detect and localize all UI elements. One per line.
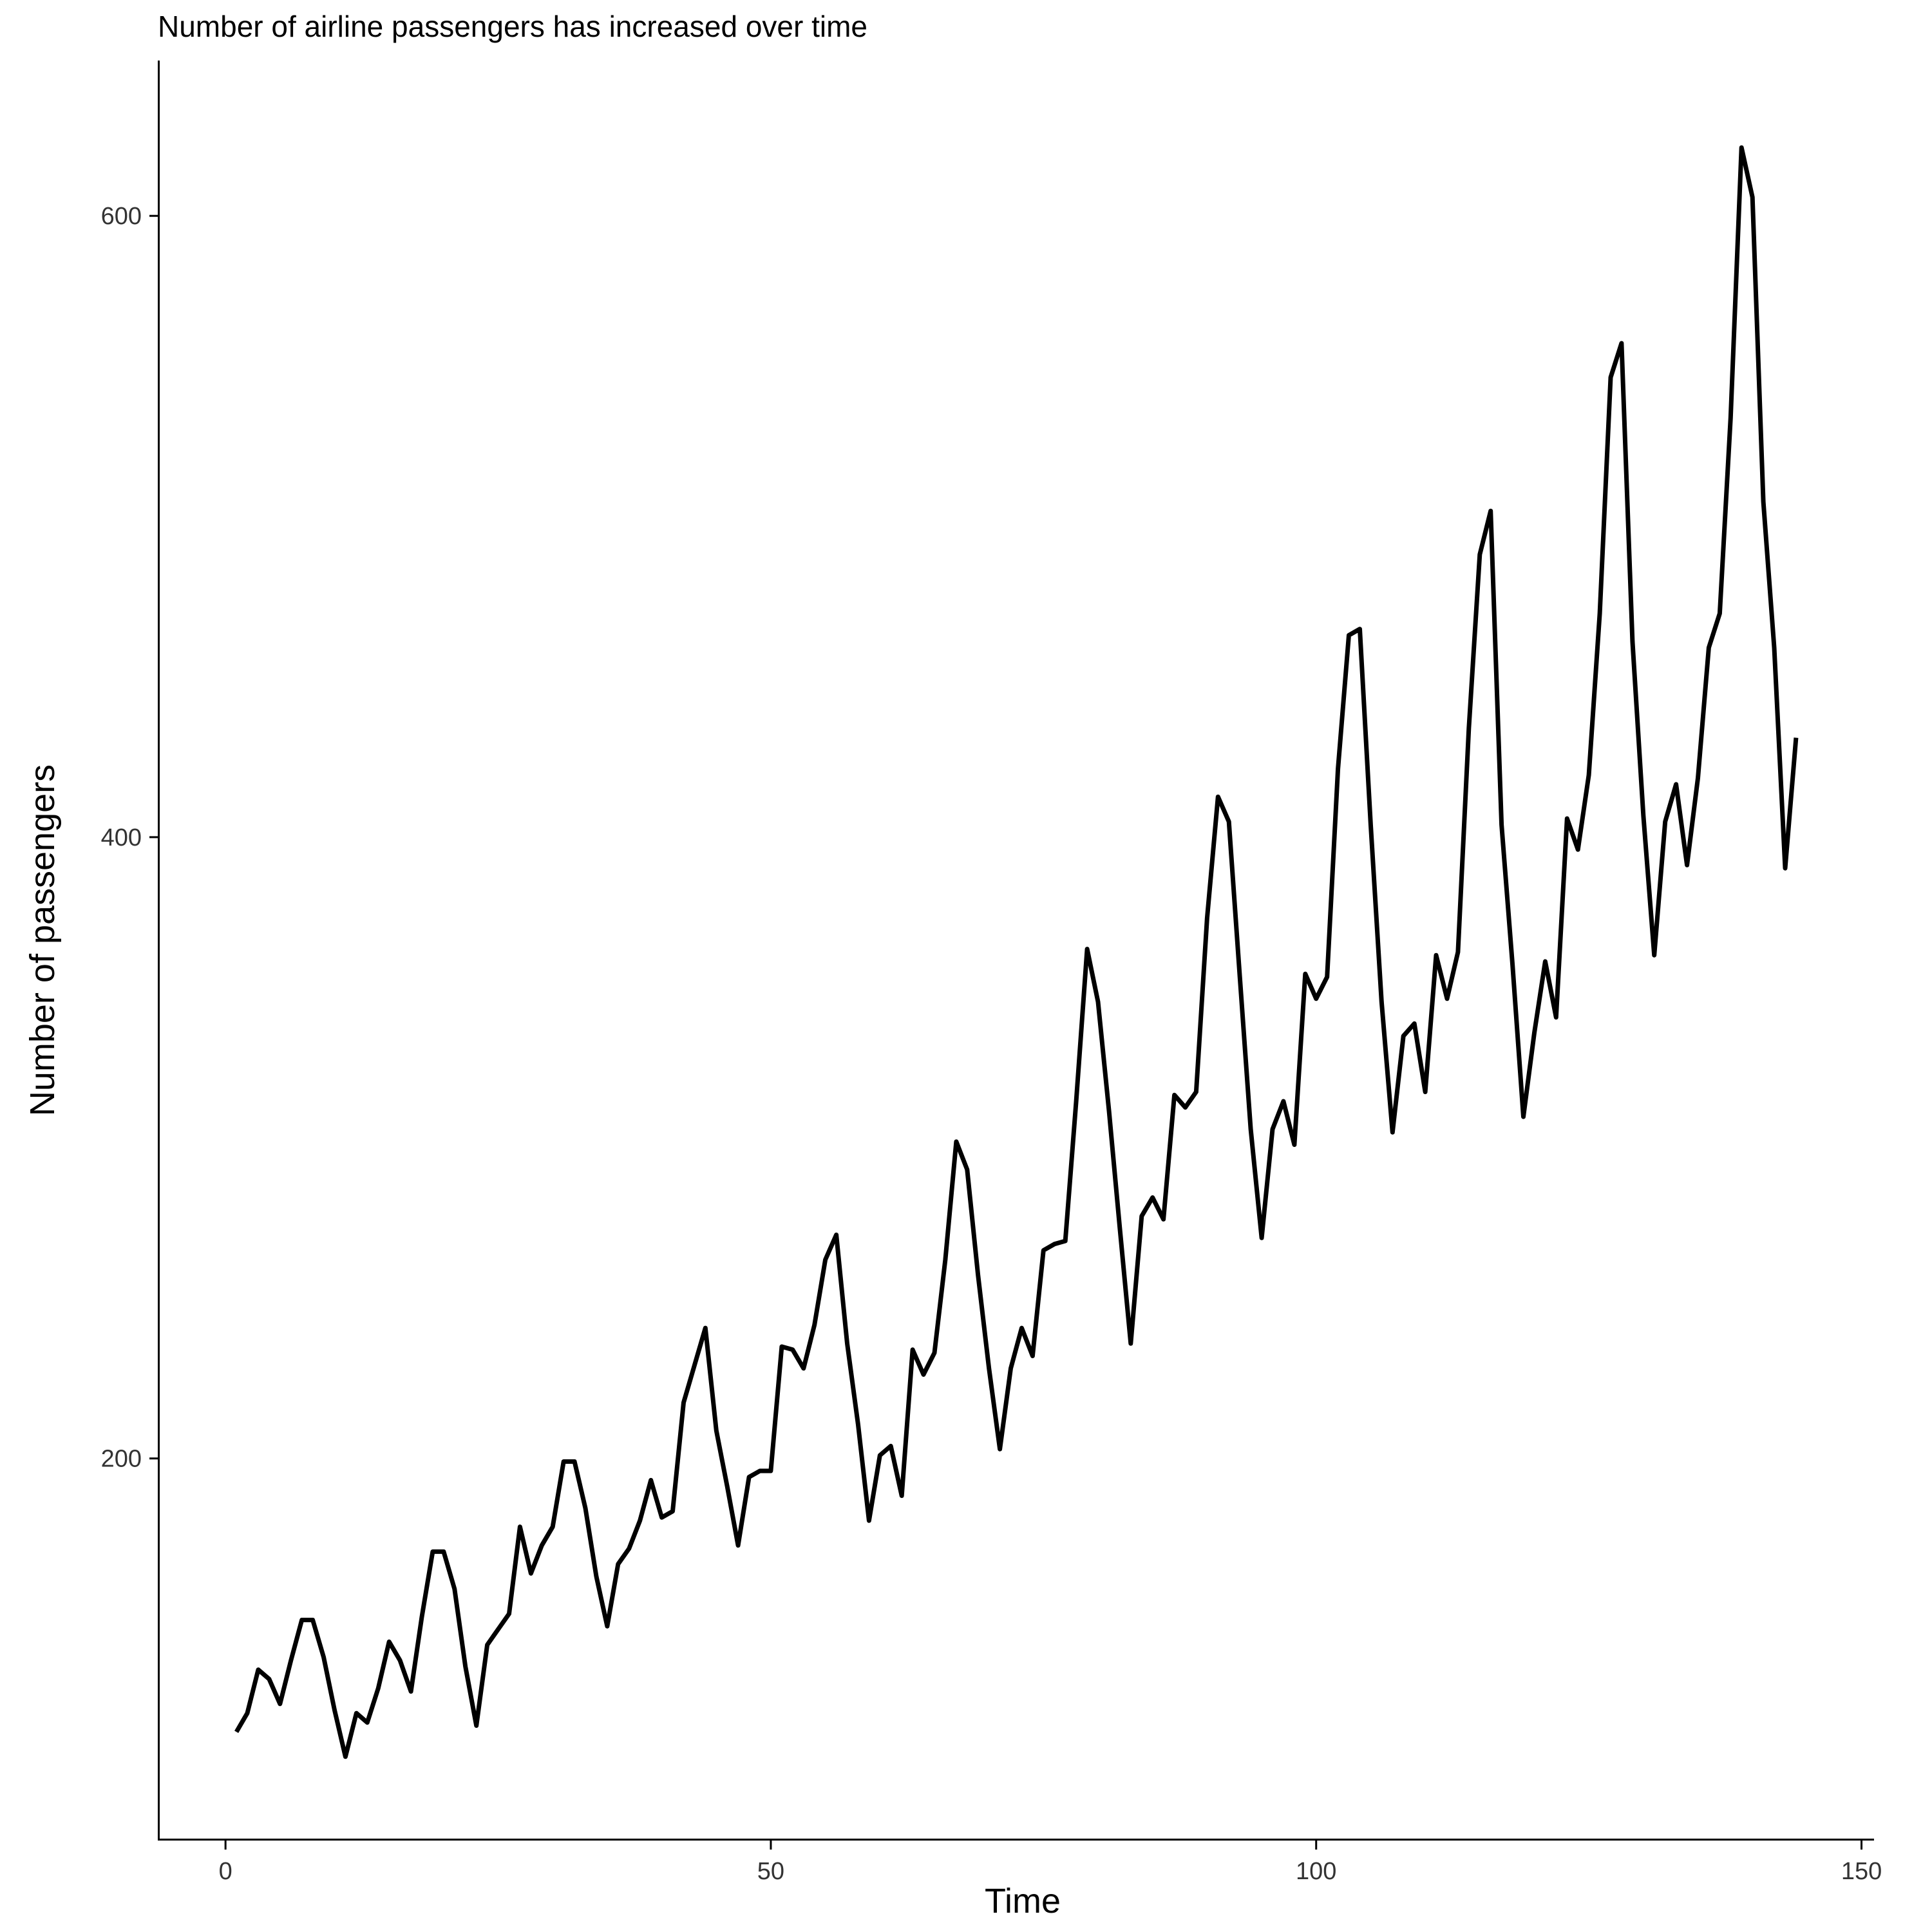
series-group: [234, 145, 1799, 1759]
y-axis-title: Number of passengers: [23, 764, 62, 1116]
y-tick-label: 200: [101, 1446, 142, 1473]
x-tick-label: 150: [1841, 1858, 1882, 1885]
series-line-0: [234, 145, 1799, 1759]
chart-title: Number of airline passengers has increas…: [158, 10, 867, 43]
x-tick-label: 100: [1296, 1858, 1336, 1885]
x-axis-title: Time: [985, 1882, 1061, 1920]
x-tick-label: 0: [219, 1858, 232, 1885]
y-tick-label: 600: [101, 203, 142, 230]
y-tick-label: 400: [101, 824, 142, 851]
y-axis-ticks: 200 400 600: [101, 203, 158, 1473]
x-axis-ticks: 0 50 100 150: [219, 1841, 1882, 1885]
x-tick-label: 50: [757, 1858, 784, 1885]
